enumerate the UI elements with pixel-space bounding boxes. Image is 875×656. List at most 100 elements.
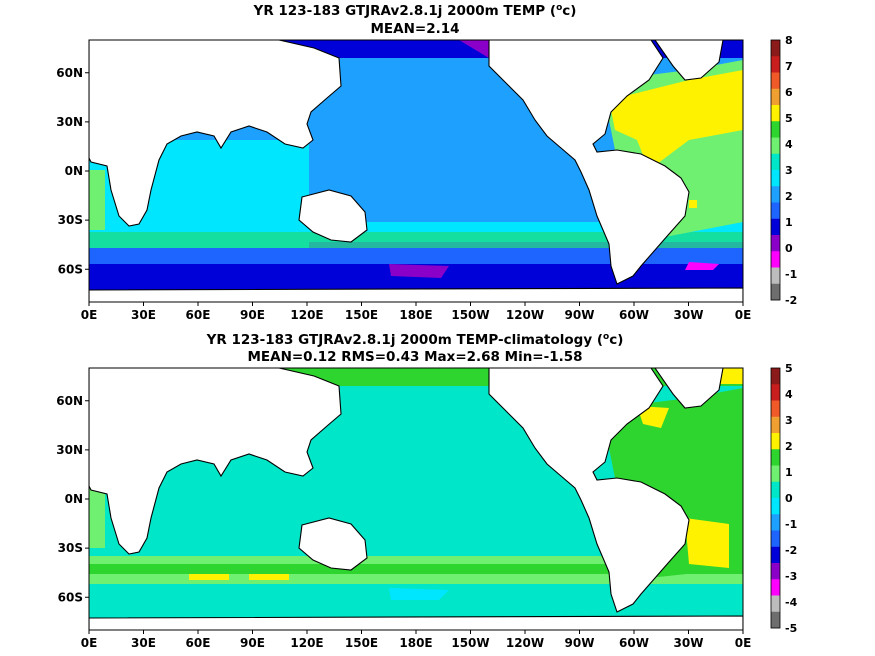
colorbar-label: 3 xyxy=(785,414,793,427)
x-tick-label: 90W xyxy=(565,308,595,322)
x-tick-label: 30E xyxy=(131,636,156,650)
colorbar-swatch xyxy=(771,40,780,57)
colorbar-swatch xyxy=(771,153,780,171)
colorbar-swatch xyxy=(771,368,780,385)
colorbar-label: 2 xyxy=(785,190,793,203)
colorbar-label: 7 xyxy=(785,60,793,73)
colorbar-label: 0 xyxy=(785,492,793,505)
colorbar-label: 4 xyxy=(785,388,793,401)
y-tick-label: 30N xyxy=(56,115,83,129)
panel-title: YR 123-183 GTJRAv2.8.1j 2000m TEMP (oc) xyxy=(253,3,577,19)
panel-difference: YR 123-183 GTJRAv2.8.1j 2000m TEMP-clima… xyxy=(56,332,797,650)
title-unit: c) xyxy=(562,3,576,19)
x-tick-label: 60E xyxy=(186,308,211,322)
colorbar-label: 6 xyxy=(785,86,793,99)
x-tick-label: 60W xyxy=(619,308,649,322)
acc-positive xyxy=(89,564,743,574)
colorbar-swatch xyxy=(771,546,780,564)
colorbar-label: 3 xyxy=(785,164,793,177)
colorbar-swatch xyxy=(771,498,780,515)
southern-transition-band xyxy=(89,222,743,242)
x-tick-label: 30W xyxy=(674,636,704,650)
colorbar-swatch xyxy=(771,530,780,548)
y-tick-label: 0N xyxy=(65,492,83,506)
weddell-patch xyxy=(685,262,719,270)
y-tick-label: 30S xyxy=(58,541,83,555)
y-tick-label: 60S xyxy=(58,590,83,604)
colorbar-swatch xyxy=(771,563,780,580)
x-tick-label: 180E xyxy=(399,308,432,322)
colorbar-swatch xyxy=(771,481,780,499)
colorbar-label: 0 xyxy=(785,242,793,255)
colorbar-frame xyxy=(770,367,781,629)
nordic-warm xyxy=(729,80,743,120)
colorbar-swatch xyxy=(771,449,780,466)
x-tick-label: 120W xyxy=(506,308,544,322)
y-axis: 60N 30N 0N 30S 60S xyxy=(56,66,89,276)
x-tick-label: 30E xyxy=(131,308,156,322)
south-atlantic-warm xyxy=(685,518,729,568)
x-tick-label: 0E xyxy=(735,308,752,322)
y-tick-label: 60N xyxy=(56,394,83,408)
y-axis: 60N 30N 0N 30S 60S xyxy=(56,394,89,604)
y-tick-label: 0N xyxy=(65,164,83,178)
colorbar-swatch xyxy=(771,514,780,531)
colorbar-swatch xyxy=(771,186,780,203)
x-tick-label: 90E xyxy=(240,636,265,650)
colorbar-label: 5 xyxy=(785,112,793,125)
colorbar: 5 4 3 2 1 0 -1 -2 -3 -4 -5 xyxy=(770,362,798,635)
title-degree: o xyxy=(603,332,609,342)
title-unit: c) xyxy=(609,332,623,348)
panel-subtitle: MEAN=2.14 xyxy=(370,21,459,37)
colorbar-swatch xyxy=(771,400,780,418)
ross-sea-patch xyxy=(389,264,449,278)
southern-warm-patch xyxy=(189,574,229,580)
x-tick-label: 90E xyxy=(240,308,265,322)
x-axis: 0E 30E 60E 90E 120E 150E 180E 150W 120W 90W 60W 30W… xyxy=(81,302,752,322)
x-tick-label: 60W xyxy=(619,636,649,650)
colorbar-swatch xyxy=(771,137,780,155)
colorbar-swatch xyxy=(771,235,780,252)
colorbar-label: 1 xyxy=(785,216,793,229)
colorbar-label: 1 xyxy=(785,466,793,479)
colorbar-swatch xyxy=(771,202,780,220)
ross-sea-patch xyxy=(389,588,449,600)
y-tick-label: 60S xyxy=(58,262,83,276)
southern-warm-patch-2 xyxy=(249,574,289,580)
x-tick-label: 0E xyxy=(81,308,98,322)
colorbar-swatch xyxy=(771,579,780,596)
colorbar-swatch xyxy=(771,384,780,401)
colorbar-label: -1 xyxy=(785,268,797,281)
colorbar-label: -2 xyxy=(785,294,797,307)
x-tick-label: 90W xyxy=(565,636,595,650)
colorbar-swatch xyxy=(771,283,780,301)
colorbar-label: 8 xyxy=(785,34,793,47)
colorbar-swatch xyxy=(771,170,780,187)
x-tick-label: 0E xyxy=(735,636,752,650)
x-tick-label: 150W xyxy=(451,636,489,650)
colorbar-swatch xyxy=(771,121,780,138)
north-atlantic-warm xyxy=(609,70,743,170)
x-tick-label: 30W xyxy=(674,308,704,322)
title-degree: o xyxy=(556,3,562,13)
x-tick-label: 150E xyxy=(345,308,378,322)
west-africa-edge xyxy=(89,170,105,230)
colorbar-swatch xyxy=(771,88,780,106)
colorbar-swatch xyxy=(771,465,780,483)
x-tick-label: 180E xyxy=(399,636,432,650)
map-field xyxy=(89,368,743,630)
x-tick-label: 60E xyxy=(186,636,211,650)
colorbar-label: 2 xyxy=(785,440,793,453)
colorbar-swatch xyxy=(771,72,780,90)
y-tick-label: 60N xyxy=(56,66,83,80)
colorbar-label: -3 xyxy=(785,570,797,583)
south-atlantic-warm xyxy=(689,200,697,208)
colorbar: 8 7 6 5 4 3 2 1 0 -1 -2 xyxy=(770,34,797,307)
colorbar-swatch xyxy=(771,267,780,285)
title-text: YR 123-183 GTJRAv2.8.1j 2000m TEMP ( xyxy=(253,3,557,19)
colorbar-label: 5 xyxy=(785,362,793,375)
x-tick-label: 120E xyxy=(290,636,323,650)
panel-title: YR 123-183 GTJRAv2.8.1j 2000m TEMP-clima… xyxy=(206,332,624,348)
colorbar-swatch xyxy=(771,611,780,629)
